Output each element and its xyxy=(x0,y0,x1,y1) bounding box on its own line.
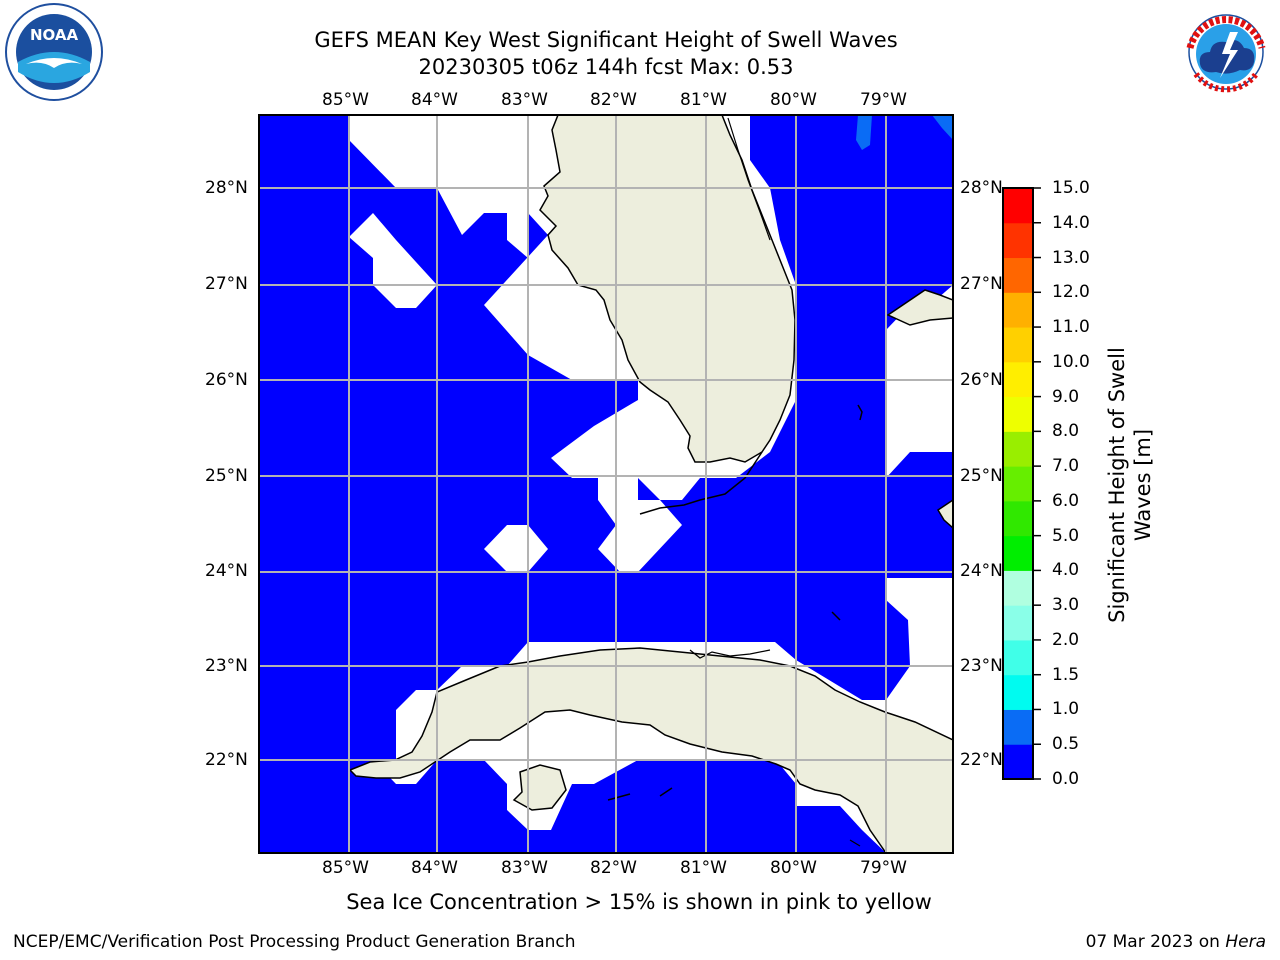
lon-label-bottom: 83°W xyxy=(501,858,548,878)
lon-label-top: 79°W xyxy=(860,90,907,110)
lon-label-top: 81°W xyxy=(680,90,727,110)
noaa-logo: NOAA xyxy=(5,3,103,101)
colorbar-tick-label: 5.0 xyxy=(1052,525,1080,546)
lat-label-right: 28°N xyxy=(960,178,1003,198)
lon-label-bottom: 79°W xyxy=(860,858,907,878)
colorbar-tick-label: 12.0 xyxy=(1052,282,1090,303)
lat-label-left: 28°N xyxy=(205,178,248,198)
lat-label-right: 26°N xyxy=(960,370,1003,390)
colorbar-tick-label: 6.0 xyxy=(1052,490,1080,511)
lat-label-left: 23°N xyxy=(205,656,248,676)
swell-field-mid xyxy=(856,115,872,150)
chart-subtitle: 20230305 t06z 144h fcst Max: 0.53 xyxy=(418,55,794,79)
lat-label-right: 25°N xyxy=(960,466,1003,486)
colorbar-tick-label: 1.5 xyxy=(1052,664,1080,685)
footer-date: 07 Mar 2023 on Hera xyxy=(1086,932,1266,952)
colorbar-tick-label: 7.0 xyxy=(1052,456,1080,477)
colorbar-tick-label: 1.0 xyxy=(1052,699,1080,720)
lon-label-top: 83°W xyxy=(501,90,548,110)
sea-ice-note: Sea Ice Concentration > 15% is shown in … xyxy=(346,890,932,914)
lon-label-top: 80°W xyxy=(770,90,817,110)
footer-credit: NCEP/EMC/Verification Post Processing Pr… xyxy=(13,932,576,952)
lat-label-left: 27°N xyxy=(205,274,248,294)
lat-label-right: 23°N xyxy=(960,656,1003,676)
noaa-logo-text: NOAA xyxy=(30,26,79,44)
lat-label-right: 27°N xyxy=(960,274,1003,294)
lat-label-left: 25°N xyxy=(205,466,248,486)
colorbar-tick-label: 4.0 xyxy=(1052,560,1080,581)
colorbar-tick-label: 15.0 xyxy=(1052,178,1090,198)
lon-label-bottom: 82°W xyxy=(590,858,637,878)
florida-land xyxy=(539,115,796,463)
lat-label-right: 22°N xyxy=(960,750,1003,770)
colorbar-tick-label: 8.0 xyxy=(1052,421,1080,442)
lon-label-bottom: 80°W xyxy=(770,858,817,878)
lat-label-right: 24°N xyxy=(960,561,1003,581)
colorbar-tick-label: 11.0 xyxy=(1052,317,1090,338)
florida-keys xyxy=(639,451,763,515)
lon-label-bottom: 84°W xyxy=(411,858,458,878)
lon-label-top: 82°W xyxy=(590,90,637,110)
lon-label-bottom: 85°W xyxy=(322,858,369,878)
lon-label-bottom: 81°W xyxy=(680,858,727,878)
colorbar-label: Significant Height of Swell Waves [m] xyxy=(1105,347,1155,623)
colorbar-tick-label: 14.0 xyxy=(1052,212,1090,233)
colorbar-tick-label: 10.0 xyxy=(1052,351,1090,372)
footer-host: Hera xyxy=(1225,932,1266,952)
swell-field-low xyxy=(259,115,953,853)
lat-label-left: 24°N xyxy=(205,561,248,581)
colorbar-tick-label: 0.5 xyxy=(1052,734,1080,755)
nws-logo xyxy=(1178,4,1274,100)
lon-label-top: 84°W xyxy=(411,90,458,110)
chart-title: GEFS MEAN Key West Significant Height of… xyxy=(314,28,898,52)
footer-date-text: 07 Mar 2023 on xyxy=(1085,932,1226,952)
colorbar-tick-label: 13.0 xyxy=(1052,247,1090,268)
colorbar-tick-label: 9.0 xyxy=(1052,386,1080,407)
swell-field-mid-2 xyxy=(932,115,953,140)
lon-label-top: 85°W xyxy=(322,90,369,110)
lat-label-left: 22°N xyxy=(205,750,248,770)
map-gridlines xyxy=(259,115,953,853)
lat-label-left: 26°N xyxy=(205,370,248,390)
colorbar-tick-label: 3.0 xyxy=(1052,595,1080,616)
colorbar-tick-label: 0.0 xyxy=(1052,769,1080,789)
bahamas-land xyxy=(886,289,953,326)
map-frame xyxy=(258,114,954,854)
colorbar-tick-label: 2.0 xyxy=(1052,629,1080,650)
